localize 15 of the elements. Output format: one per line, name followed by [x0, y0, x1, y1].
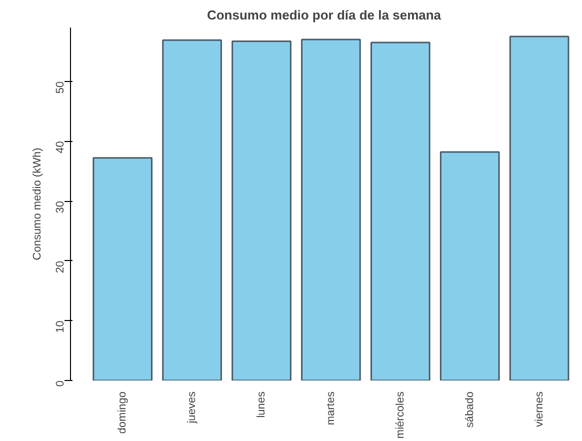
- x-tick-label: sábado: [464, 391, 476, 428]
- y-tick-label: 40: [54, 141, 66, 154]
- x-tick-label: miércoles: [394, 391, 406, 439]
- x-tick-label: martes: [324, 391, 337, 426]
- y-axis-title: Consumo medio (kWh): [32, 148, 44, 260]
- y-tick-label: 50: [54, 81, 66, 94]
- y-tick-label: 0: [54, 380, 66, 387]
- y-tick-label: 30: [54, 200, 66, 214]
- x-tick-label: viernes: [533, 391, 546, 427]
- x-tick-label: domingo: [116, 391, 129, 434]
- chart-title: Consumo medio por día de la semana: [206, 8, 442, 22]
- y-tick-label: 20: [54, 260, 66, 274]
- x-tick-label: lunes: [255, 391, 268, 418]
- x-tick-label: jueves: [186, 391, 198, 424]
- y-tick-label: 10: [54, 320, 66, 333]
